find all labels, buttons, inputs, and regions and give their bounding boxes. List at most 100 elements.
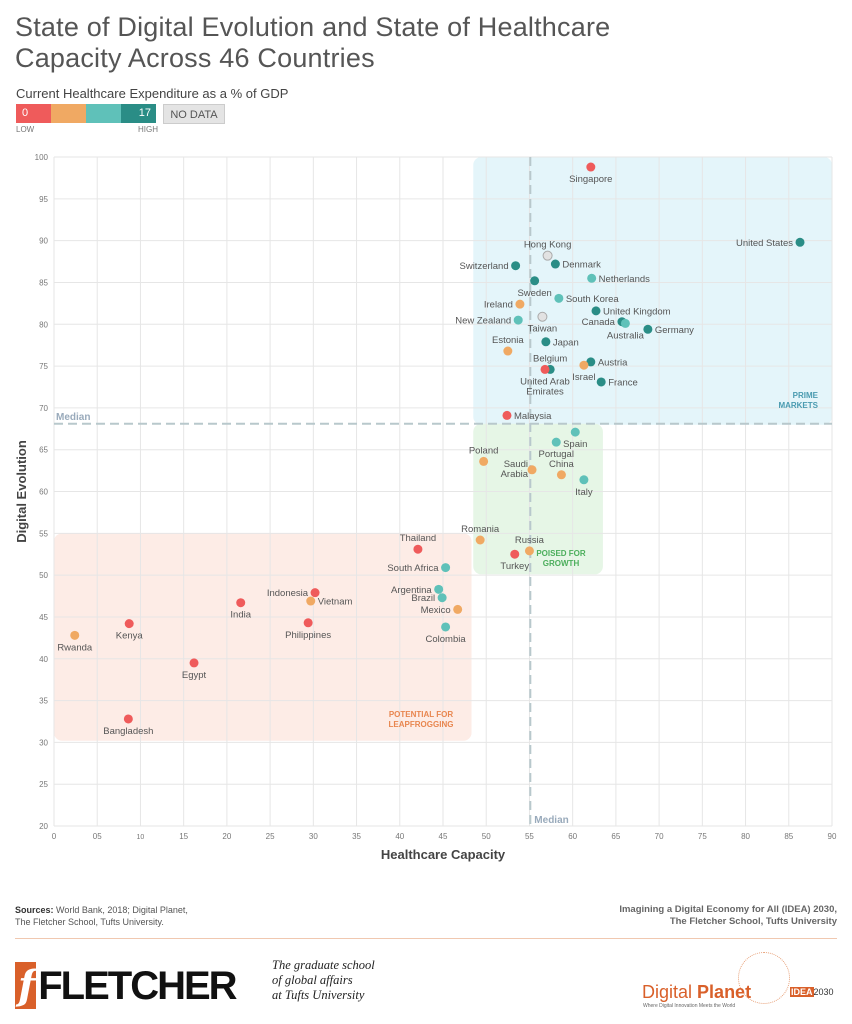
footer-divider	[15, 938, 837, 939]
region-label: POISED FOR GROWTH	[536, 549, 586, 568]
y-tick-label: 30	[39, 738, 48, 747]
point-label: United Kingdom	[603, 306, 671, 317]
y-tick-label: 80	[39, 320, 48, 329]
point-label: South Korea	[566, 294, 620, 305]
x-tick-label: 75	[698, 832, 707, 841]
region-2	[54, 533, 472, 741]
data-point	[437, 593, 447, 603]
data-point	[479, 456, 489, 466]
point-label: Japan	[553, 337, 579, 348]
legend-swatch-high: 17	[121, 104, 156, 123]
data-point	[527, 465, 537, 475]
point-label: Spain	[563, 439, 587, 450]
x-tick-label: 45	[439, 832, 448, 841]
dp-word-2: Planet	[697, 982, 752, 1002]
x-tick-label: 20	[222, 832, 231, 841]
x-tick-label: 10	[137, 834, 145, 841]
title-line-1: State of Digital Evolution and State of …	[15, 12, 611, 42]
credit-line-2: The Fletcher School, Tufts University	[669, 916, 837, 927]
scatter-chart: 0 05 10 15 20 25 30 35 40 45 50 55 60 65 70 75 80 85 90 20 2…	[14, 153, 837, 862]
data-point	[123, 714, 133, 724]
data-point	[236, 598, 246, 608]
x-tick-label: 85	[784, 832, 793, 841]
y-tick-label: 60	[39, 488, 48, 497]
data-point	[551, 437, 561, 447]
point-label: Turkey	[500, 561, 529, 572]
region-label: PRIME MARKETS	[778, 391, 818, 410]
data-point	[510, 549, 520, 559]
data-point	[586, 162, 596, 172]
idea-mark: IDEA	[790, 987, 814, 997]
data-point	[795, 237, 805, 247]
point-label: Kenya	[116, 631, 144, 642]
globe-icon	[738, 952, 790, 1004]
point-label: Brazil	[411, 593, 435, 604]
data-point	[586, 357, 596, 367]
x-tick-label: 50	[482, 832, 491, 841]
legend-swatch-low: 0	[16, 104, 51, 123]
fletcher-tagline: The graduate school of global affairs at T…	[272, 958, 375, 1003]
legend-low-label: LOW	[16, 125, 35, 134]
data-point	[70, 630, 80, 640]
x-tick-label: 05	[93, 832, 102, 841]
tagline-1: The graduate school	[272, 958, 375, 972]
point-label: Bangladesh	[103, 726, 153, 737]
data-point	[643, 324, 653, 334]
legend-high-label: HIGH	[138, 125, 158, 134]
data-point	[620, 318, 630, 328]
point-label: United Arab Emirates	[520, 376, 570, 397]
data-point	[310, 588, 320, 598]
data-point	[579, 360, 589, 370]
point-label: Colombia	[426, 634, 467, 645]
median-x-label: Median	[534, 815, 568, 826]
median-y-label: Median	[56, 412, 90, 423]
data-point	[189, 658, 199, 668]
region-0	[473, 157, 832, 425]
point-label: Switzerland	[460, 261, 509, 272]
x-tick-label: 30	[309, 832, 318, 841]
region-1	[473, 423, 603, 575]
y-axis-label: Digital Evolution	[14, 440, 29, 543]
x-tick-label: 0	[52, 832, 57, 841]
data-point	[542, 250, 553, 261]
dp-word-1: Digital	[642, 982, 693, 1002]
point-label: Denmark	[562, 260, 601, 271]
data-point	[515, 299, 525, 309]
point-label: United States	[736, 238, 793, 249]
digital-planet-logo: Digital Planet	[642, 982, 751, 1003]
data-point	[306, 596, 316, 606]
tagline-3: at Tufts University	[272, 988, 365, 1002]
fletcher-wordmark: FLETCHER	[38, 964, 237, 1008]
data-point	[570, 427, 580, 437]
point-label: Egypt	[182, 670, 207, 681]
data-point	[124, 619, 134, 629]
idea-logo: IDEA2030	[790, 987, 834, 997]
data-point	[587, 273, 597, 283]
sources-text: World Bank, 2018; Digital Planet,	[56, 905, 188, 915]
color-legend: 0 17	[16, 104, 156, 123]
point-label: Germany	[655, 325, 694, 336]
title-line-2: Capacity Across 46 Countries	[15, 43, 375, 73]
data-point	[550, 259, 560, 269]
point-label: Singapore	[569, 174, 612, 185]
x-tick-label: 90	[828, 832, 837, 841]
publication-credit: Imagining a Digital Economy for All (IDE…	[619, 904, 837, 928]
y-tick-label: 25	[39, 780, 48, 789]
point-label: China	[549, 459, 575, 470]
point-label: Rwanda	[57, 642, 93, 653]
x-tick-label: 70	[655, 832, 664, 841]
point-label: France	[608, 377, 638, 388]
point-label: Romania	[461, 524, 500, 535]
point-label: Hong Kong	[524, 240, 572, 251]
data-point	[502, 410, 512, 420]
point-label: Austria	[598, 357, 628, 368]
point-label: Portugal	[539, 449, 574, 460]
data-point	[541, 337, 551, 347]
legend-no-data: NO DATA	[163, 104, 225, 124]
data-point	[303, 618, 313, 628]
y-tick-label: 95	[39, 195, 48, 204]
x-tick-label: 65	[611, 832, 620, 841]
data-point	[503, 346, 513, 356]
data-point	[556, 470, 566, 480]
y-tick-label: 40	[39, 655, 48, 664]
